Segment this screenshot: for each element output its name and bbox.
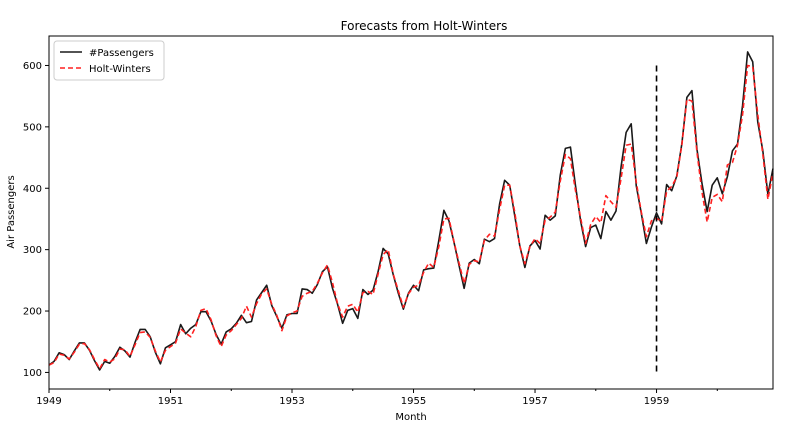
y-tick-label: 600: [23, 61, 42, 72]
x-tick-label: 1951: [158, 396, 183, 407]
y-tick-label: 500: [23, 122, 42, 133]
legend-box: [53, 40, 165, 81]
x-tick-label: 1949: [36, 396, 61, 407]
y-tick-label: 100: [23, 368, 42, 379]
x-tick-label: 1955: [401, 396, 426, 407]
legend-label-holt-winters: Holt-Winters: [89, 64, 151, 75]
y-tick-label: 200: [23, 307, 42, 318]
legend: #Passengers Holt-Winters: [53, 40, 165, 81]
y-tick-label: 400: [23, 184, 42, 195]
x-tick-label: 1957: [522, 396, 547, 407]
series-line-holt-winters: [48, 64, 774, 370]
x-tick-label: 1959: [644, 396, 669, 407]
series-line-passengers: [48, 51, 774, 371]
y-tick-label: 300: [23, 245, 42, 256]
legend-label-passengers: #Passengers: [89, 48, 154, 59]
series-layer: [48, 51, 774, 371]
y-axis: 100 200 300 400 500 600: [23, 61, 49, 379]
x-axis: 1949 1951 1953 1955 1957 1959: [36, 389, 718, 407]
plot-area: [48, 35, 774, 390]
chart-title: Forecasts from Holt-Winters: [341, 19, 508, 33]
x-tick-label: 1953: [279, 396, 304, 407]
plot-frame: [48, 35, 774, 390]
y-axis-title: Air Passengers: [6, 175, 17, 248]
x-axis-title: Month: [395, 412, 426, 423]
